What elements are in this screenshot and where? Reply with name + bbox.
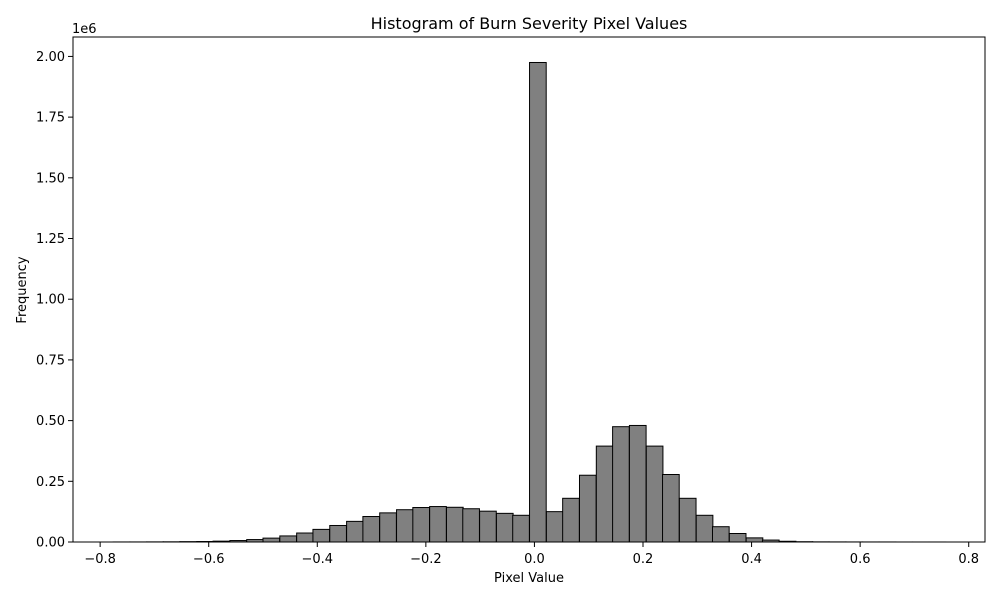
y-tick-label: 1.25 xyxy=(36,232,65,247)
histogram-bar xyxy=(380,513,397,542)
histogram-bar xyxy=(280,536,297,542)
histogram-bar xyxy=(363,517,380,542)
histogram-bar xyxy=(546,512,563,542)
histogram-bar xyxy=(330,525,347,542)
y-tick-label: 0.50 xyxy=(36,414,65,429)
histogram-bar xyxy=(446,507,463,542)
x-tick-label: 0.8 xyxy=(958,552,979,567)
histogram-bar xyxy=(596,446,613,542)
x-tick-label: −0.4 xyxy=(301,552,333,567)
histogram-bar xyxy=(263,538,280,542)
y-tick-label: 0.25 xyxy=(36,475,65,490)
y-tick-label: 2.00 xyxy=(36,50,65,65)
histogram-bar xyxy=(463,509,480,542)
y-axis-label: Frequency xyxy=(15,256,30,323)
histogram-bar xyxy=(496,513,513,542)
histogram-bar xyxy=(646,446,663,542)
histogram-bar xyxy=(347,521,364,542)
y-tick-label: 0.00 xyxy=(36,536,65,551)
histogram-bar xyxy=(746,538,763,542)
x-axis-label: Pixel Value xyxy=(494,571,564,586)
histogram-bar xyxy=(530,62,547,542)
x-axis-ticks: −0.8 −0.6 −0.4 −0.2 0.0 0.2 0.4 0.6 0.8 xyxy=(84,542,979,567)
x-tick-label: −0.6 xyxy=(193,552,225,567)
histogram-bar xyxy=(430,507,447,542)
y-tick-label: 1.75 xyxy=(36,111,65,126)
histogram-bar xyxy=(297,533,314,542)
histogram-bar xyxy=(712,527,729,542)
x-tick-label: 0.6 xyxy=(850,552,871,567)
bars-group xyxy=(113,62,946,542)
plot-frame xyxy=(73,37,985,542)
x-tick-label: 0.4 xyxy=(741,552,762,567)
histogram-bar xyxy=(413,508,430,542)
histogram-bar xyxy=(397,510,414,542)
x-tick-label: −0.2 xyxy=(410,552,442,567)
histogram-bar xyxy=(679,498,696,542)
histogram-bar xyxy=(729,534,746,543)
histogram-bar xyxy=(663,475,680,543)
histogram-bar xyxy=(696,515,713,542)
histogram-bar xyxy=(313,529,330,542)
x-tick-label: 0.0 xyxy=(524,552,545,567)
histogram-bar xyxy=(513,515,530,542)
x-tick-label: 0.2 xyxy=(633,552,654,567)
x-tick-label: −0.8 xyxy=(84,552,116,567)
histogram-bar xyxy=(629,425,646,542)
histogram-bar xyxy=(579,475,596,542)
chart-title: Histogram of Burn Severity Pixel Values xyxy=(371,14,688,33)
y-tick-label: 1.00 xyxy=(36,293,65,308)
y-tick-label: 1.50 xyxy=(36,171,65,186)
histogram-bar xyxy=(563,498,580,542)
y-axis-ticks: 0.00 0.25 0.50 0.75 1.00 1.25 1.50 1.75 2.00 xyxy=(36,50,73,551)
y-tick-label: 0.75 xyxy=(36,353,65,368)
histogram-bar xyxy=(613,427,630,542)
y-axis-offset-text: 1e6 xyxy=(72,22,97,37)
histogram-bar xyxy=(480,511,497,542)
